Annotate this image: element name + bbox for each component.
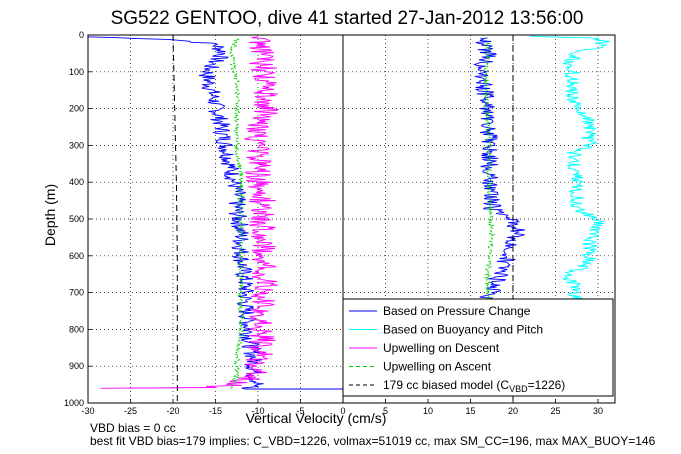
legend-label: Based on Pressure Change bbox=[383, 304, 531, 318]
chart-title: SG522 GENTOO, dive 41 started 27-Jan-201… bbox=[111, 8, 584, 29]
x-tick-label: 25 bbox=[550, 406, 560, 416]
series-line bbox=[87, 36, 360, 390]
legend: Based on Pressure Change Based on Buoyanc… bbox=[342, 298, 614, 397]
legend-label: Upwelling on Ascent bbox=[383, 360, 492, 374]
y-tick-label: 900 bbox=[69, 361, 84, 371]
x-tick-label: -10 bbox=[251, 406, 264, 416]
x-tick-label: 15 bbox=[465, 406, 475, 416]
series-line bbox=[172, 34, 178, 403]
series-line bbox=[482, 41, 496, 389]
x-tick-label: -15 bbox=[209, 406, 222, 416]
series-layer bbox=[87, 34, 610, 403]
y-tick-label: 500 bbox=[69, 214, 84, 224]
x-tick-label: 5 bbox=[383, 406, 388, 416]
x-tick-label: -5 bbox=[296, 406, 304, 416]
y-tick-label: 100 bbox=[69, 67, 84, 77]
x-tick-label: 30 bbox=[593, 406, 603, 416]
legend-label: Upwelling on Descent bbox=[383, 341, 500, 355]
x-axis-label: Vertical Velocity (cm/s) bbox=[246, 410, 387, 426]
best-fit-note: best fit VBD bias=179 implies: C_VBD=122… bbox=[90, 434, 656, 448]
y-tick-label: 300 bbox=[69, 140, 84, 150]
y-tick-label: 600 bbox=[69, 251, 84, 261]
x-axis-ticks: -30 -25 -20 -15 -10 -5 0 5 10 15 20 25 30 bbox=[81, 399, 603, 416]
x-tick-label: 20 bbox=[508, 406, 518, 416]
x-tick-label: -25 bbox=[124, 406, 137, 416]
legend-label: Based on Buoyancy and Pitch bbox=[383, 323, 543, 337]
legend-label: 179 cc biased model (CVBD=1226) bbox=[383, 378, 565, 394]
y-tick-label: 800 bbox=[69, 324, 84, 334]
y-tick-label: 400 bbox=[69, 177, 84, 187]
x-tick-label: 10 bbox=[423, 406, 433, 416]
vbd-bias-note: VBD bias = 0 cc bbox=[90, 421, 176, 435]
legend-box bbox=[342, 298, 614, 397]
series-line bbox=[229, 38, 246, 389]
y-tick-label: 0 bbox=[79, 30, 84, 40]
y-tick-label: 700 bbox=[69, 288, 84, 298]
x-tick-label: -30 bbox=[81, 406, 94, 416]
y-tick-label: 200 bbox=[69, 104, 84, 114]
y-axis-label: Depth (m) bbox=[42, 184, 58, 246]
y-axis-ticks: 0 100 200 300 400 500 600 700 800 900 1000 bbox=[64, 30, 92, 408]
x-tick-label: -20 bbox=[166, 406, 179, 416]
series-line bbox=[100, 36, 280, 389]
x-tick-label: 0 bbox=[340, 406, 345, 416]
y-tick-label: 1000 bbox=[64, 398, 84, 408]
